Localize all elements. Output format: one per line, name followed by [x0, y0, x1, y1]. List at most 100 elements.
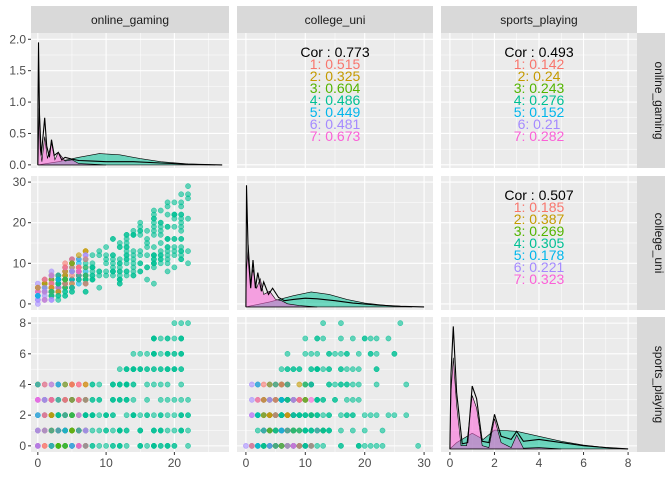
scatter-point [373, 412, 380, 419]
scatter-point [338, 412, 344, 419]
scatter-point [82, 272, 89, 279]
scatter-point [34, 396, 41, 403]
scatter-point [130, 381, 137, 388]
scatter-point [178, 335, 185, 342]
x-tick-label: 6 [580, 456, 587, 470]
scatter-point [290, 427, 297, 434]
scatter-point [320, 443, 326, 449]
scatter-point [296, 381, 303, 388]
scatter-sports_playing-vs-online_gaming [34, 320, 191, 449]
scatter-point [349, 366, 356, 373]
y-tick-label: 1.5 [9, 64, 26, 78]
panel-online_gaming-vs-online_gaming [31, 33, 229, 168]
scatter-point [308, 396, 315, 403]
scatter-point [75, 276, 82, 283]
correlation-overall: Cor : 0.773 [300, 44, 369, 60]
scatter-point [157, 232, 164, 238]
scatter-point [302, 335, 309, 342]
scatter-point [34, 381, 41, 388]
correlation-group-2: 2: 0.24 [518, 68, 561, 84]
scatter-point [332, 396, 338, 403]
scatter-point [137, 268, 144, 275]
scatter-point [137, 260, 144, 267]
scatter-point [55, 292, 62, 299]
scatter-point [296, 427, 303, 434]
correlation-group-2: 2: 0.325 [310, 68, 361, 84]
scatter-point [272, 427, 279, 434]
scatter-point [344, 350, 350, 357]
row-strip-label-online_gaming: online_gaming [652, 61, 666, 139]
scatter-point [116, 381, 123, 388]
scatter-point [171, 427, 178, 434]
scatter-point [338, 335, 344, 342]
panel-college_uni-vs-sports_playing [441, 176, 637, 310]
scatter-point [41, 396, 48, 403]
scatter-point [164, 199, 171, 206]
scatter-point [144, 227, 150, 234]
scatter-point [41, 288, 48, 295]
scatter-point [123, 396, 130, 403]
row-strip [637, 33, 665, 168]
panel-college_uni-vs-online_gaming [31, 176, 229, 310]
scatter-point [157, 396, 164, 403]
scatter-point [110, 412, 116, 419]
scatter-point [178, 211, 185, 218]
scatter-point [355, 366, 362, 373]
scatter-point [260, 427, 267, 434]
scatter-point [137, 366, 144, 373]
scatter-point [164, 396, 171, 403]
scatter-point [403, 412, 410, 419]
scatter-point [41, 381, 48, 388]
column-strip-label-college_uni: college_uni [305, 13, 366, 27]
scatter-point [254, 412, 261, 419]
correlation-group-1: 1: 0.142 [514, 56, 565, 72]
scatter-point [344, 381, 350, 388]
scatter-point [75, 427, 82, 434]
y-tick-label: 2 [19, 408, 26, 422]
x-tick-label: 10 [299, 456, 313, 470]
scatter-point [171, 366, 178, 373]
scatter-point [89, 260, 96, 267]
column-strip [237, 6, 433, 33]
correlation-group-4: 4: 0.276 [514, 92, 565, 108]
scatter-point [185, 412, 191, 419]
x-tick-label: 2 [491, 456, 498, 470]
scatter-point [96, 443, 103, 449]
scatter-point [185, 320, 191, 326]
scatter-point [171, 350, 178, 357]
scatter-point [110, 236, 116, 242]
scatter-point [349, 427, 356, 434]
scatter-point [130, 396, 137, 403]
scatter-point [137, 427, 144, 434]
y-tick-label: 0.0 [9, 158, 26, 172]
scatter-point [266, 412, 273, 419]
scatter-point [75, 268, 82, 275]
scatter-point [254, 443, 261, 449]
scatter-point [185, 215, 191, 222]
scatter-point [171, 248, 178, 254]
scatter-point [185, 260, 191, 267]
scatter-point [367, 412, 374, 419]
scatter-point [320, 366, 326, 373]
scatter-point [116, 280, 123, 287]
scatter-point [48, 443, 55, 449]
scatter-point [164, 443, 171, 449]
scatter-point [254, 396, 261, 403]
correlation-group-3: 3: 0.604 [310, 80, 361, 96]
scatter-point [349, 335, 356, 342]
scatter-point [69, 396, 75, 403]
scatter-point [290, 366, 297, 373]
scatter-point [96, 412, 103, 419]
scatter-point [284, 443, 291, 449]
scatter-point [171, 335, 178, 342]
scatter-point [34, 292, 41, 299]
scatter-point [164, 412, 171, 419]
y-tick-label: 30 [13, 175, 27, 189]
x-tick-label: 4 [536, 456, 543, 470]
scatter-point [308, 366, 315, 373]
scatter-point [296, 443, 303, 449]
correlation-group-3: 3: 0.243 [514, 80, 565, 96]
scatter-point [302, 443, 309, 449]
